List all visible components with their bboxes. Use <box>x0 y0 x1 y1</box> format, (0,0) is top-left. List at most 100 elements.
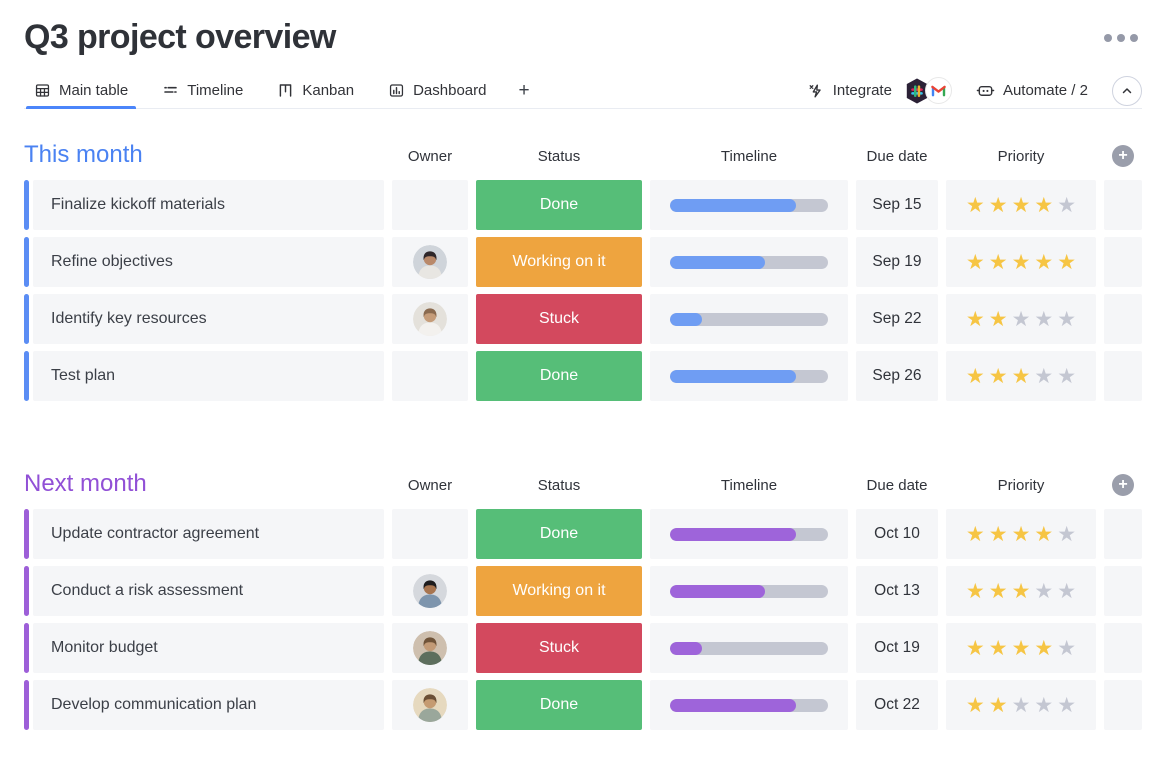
task-name-cell[interactable]: Finalize kickoff materials <box>33 180 384 230</box>
star-icon: ★ <box>988 636 1008 660</box>
star-icon: ★ <box>1057 307 1077 331</box>
priority-stars[interactable]: ★ ★ ★ ★ ★ <box>946 623 1096 673</box>
row-end-cell <box>1104 623 1142 673</box>
tab-label: Dashboard <box>413 82 487 99</box>
owner-cell[interactable] <box>392 623 468 673</box>
status-badge[interactable]: Done <box>476 509 642 559</box>
priority-stars[interactable]: ★ ★ ★ ★ ★ <box>946 566 1096 616</box>
task-name-cell[interactable]: Identify key resources <box>33 294 384 344</box>
zap-icon <box>809 83 821 98</box>
priority-stars[interactable]: ★ ★ ★ ★ ★ <box>946 351 1096 401</box>
due-date-cell[interactable]: Oct 19 <box>856 623 938 673</box>
group-rows: Finalize kickoff materials Done Sep 15 ★… <box>24 180 1142 401</box>
due-date-cell[interactable]: Sep 26 <box>856 351 938 401</box>
tab-main-table[interactable]: Main table <box>24 73 138 109</box>
column-header-priority[interactable]: Priority <box>997 148 1045 165</box>
owner-cell[interactable] <box>392 680 468 730</box>
status-badge[interactable]: Done <box>476 351 642 401</box>
star-icon: ★ <box>965 307 985 331</box>
column-header-owner[interactable]: Owner <box>407 148 453 165</box>
add-column-button[interactable]: + <box>1112 474 1134 496</box>
due-date-cell[interactable]: Sep 22 <box>856 294 938 344</box>
due-date-label: Oct 13 <box>874 582 920 599</box>
table-row: Finalize kickoff materials Done Sep 15 ★… <box>24 180 1142 230</box>
due-date-cell[interactable]: Oct 22 <box>856 680 938 730</box>
star-icon: ★ <box>988 522 1008 546</box>
group-accent-bar <box>24 680 29 730</box>
owner-cell[interactable] <box>392 351 468 401</box>
column-header-owner[interactable]: Owner <box>407 477 453 494</box>
task-name-cell[interactable]: Test plan <box>33 351 384 401</box>
timeline-cell[interactable] <box>650 351 848 401</box>
owner-cell[interactable] <box>392 237 468 287</box>
timeline-cell[interactable] <box>650 180 848 230</box>
owner-cell[interactable] <box>392 294 468 344</box>
priority-stars[interactable]: ★ ★ ★ ★ ★ <box>946 509 1096 559</box>
due-date-cell[interactable]: Sep 19 <box>856 237 938 287</box>
timeline-cell[interactable] <box>650 566 848 616</box>
status-badge[interactable]: Working on it <box>476 237 642 287</box>
priority-stars[interactable]: ★ ★ ★ ★ ★ <box>946 180 1096 230</box>
page-title: Q3 project overview <box>24 18 336 56</box>
column-header-priority[interactable]: Priority <box>997 477 1045 494</box>
priority-stars[interactable]: ★ ★ ★ ★ ★ <box>946 294 1096 344</box>
status-badge[interactable]: Done <box>476 680 642 730</box>
owner-cell[interactable] <box>392 509 468 559</box>
owner-cell[interactable] <box>392 180 468 230</box>
task-name-cell[interactable]: Conduct a risk assessment <box>33 566 384 616</box>
add-column-button[interactable]: + <box>1112 145 1134 167</box>
owner-cell[interactable] <box>392 566 468 616</box>
group-accent-bar <box>24 566 29 616</box>
tab-timeline[interactable]: Timeline <box>152 73 253 108</box>
automate-button[interactable]: Automate / 2 <box>976 81 1088 100</box>
timeline-cell[interactable] <box>650 294 848 344</box>
priority-stars[interactable]: ★ ★ ★ ★ ★ <box>946 237 1096 287</box>
star-icon: ★ <box>1011 307 1031 331</box>
timeline-cell[interactable] <box>650 237 848 287</box>
timeline-cell[interactable] <box>650 680 848 730</box>
kanban-icon <box>280 84 292 97</box>
due-date-label: Sep 26 <box>872 367 922 384</box>
due-date-cell[interactable]: Sep 15 <box>856 180 938 230</box>
timeline-cell[interactable] <box>650 623 848 673</box>
star-icon: ★ <box>1057 636 1077 660</box>
progress-fill <box>670 527 797 541</box>
star-icon: ★ <box>988 193 1008 217</box>
group-title[interactable]: Next month <box>24 470 147 497</box>
column-header-timeline[interactable]: Timeline <box>720 148 778 165</box>
progress-fill <box>670 584 765 598</box>
task-name-cell[interactable]: Develop communication plan <box>33 680 384 730</box>
status-badge[interactable]: Working on it <box>476 566 642 616</box>
tab-dashboard[interactable]: Dashboard <box>378 73 496 108</box>
column-header-due-date[interactable]: Due date <box>866 148 928 165</box>
progress-bar <box>670 527 828 541</box>
star-icon: ★ <box>1011 693 1031 717</box>
ellipsis-icon <box>1130 34 1138 42</box>
integrate-button[interactable]: Integrate <box>807 76 952 106</box>
status-badge[interactable]: Stuck <box>476 623 642 673</box>
table-row: Monitor budget Stuck Oct 19 ★ ★ ★ ★ ★ <box>24 623 1142 673</box>
due-date-cell[interactable]: Oct 13 <box>856 566 938 616</box>
add-view-button[interactable]: + <box>518 79 530 101</box>
group-title[interactable]: This month <box>24 141 143 168</box>
star-icon: ★ <box>988 364 1008 388</box>
star-icon: ★ <box>1034 250 1054 274</box>
task-name-cell[interactable]: Refine objectives <box>33 237 384 287</box>
due-date-cell[interactable]: Oct 10 <box>856 509 938 559</box>
column-header-status[interactable]: Status <box>537 477 581 494</box>
timeline-cell[interactable] <box>650 509 848 559</box>
tab-kanban[interactable]: Kanban <box>267 73 364 108</box>
column-header-status[interactable]: Status <box>537 148 581 165</box>
status-label: Stuck <box>538 310 579 327</box>
column-header-timeline[interactable]: Timeline <box>720 477 778 494</box>
more-options-button[interactable] <box>1104 18 1138 42</box>
task-name-cell[interactable]: Monitor budget <box>33 623 384 673</box>
priority-stars[interactable]: ★ ★ ★ ★ ★ <box>946 680 1096 730</box>
collapse-button[interactable] <box>1112 75 1142 106</box>
task-name-cell[interactable]: Update contractor agreement <box>33 509 384 559</box>
status-badge[interactable]: Done <box>476 180 642 230</box>
star-icon: ★ <box>1034 693 1054 717</box>
column-header-due-date[interactable]: Due date <box>866 477 928 494</box>
dashboard-icon <box>389 84 404 97</box>
status-badge[interactable]: Stuck <box>476 294 642 344</box>
